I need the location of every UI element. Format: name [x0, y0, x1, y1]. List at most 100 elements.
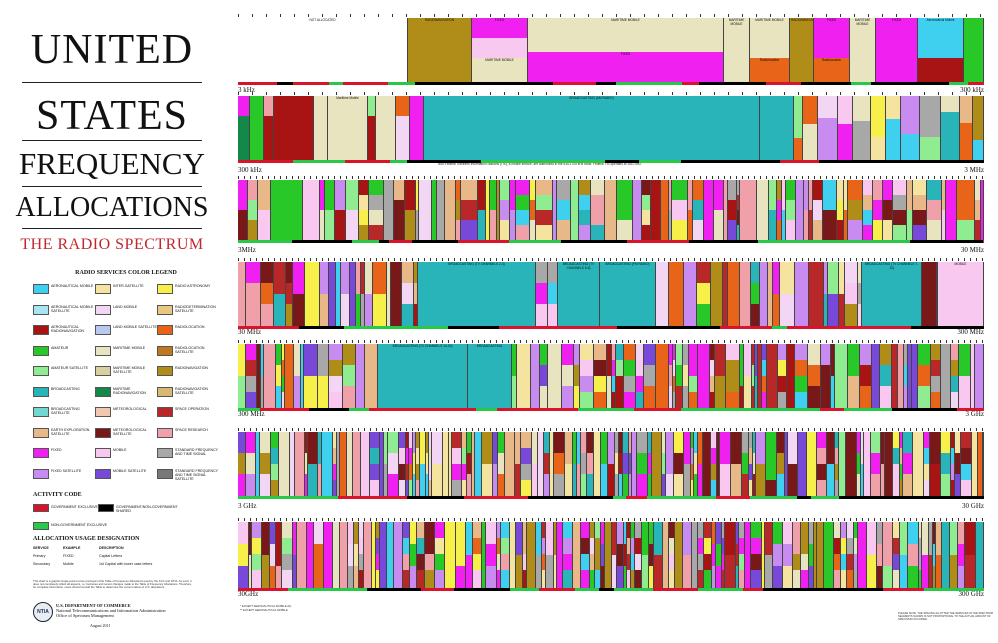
scale-tick: [844, 428, 845, 431]
allocation-block: [656, 344, 669, 408]
allocation-block: [329, 360, 343, 376]
allocation-block: [824, 262, 828, 294]
allocation-block: [688, 180, 693, 210]
allocation-block: [590, 554, 595, 570]
allocation-block: [532, 432, 538, 464]
allocation-block: [624, 522, 627, 544]
scale-tick: [814, 518, 815, 521]
allocation-block: [394, 180, 405, 200]
scale-tick: [700, 518, 701, 521]
allocation-block: [246, 360, 257, 376]
scale-tick: [298, 176, 299, 179]
scale-tick: [442, 176, 443, 179]
scale-tick: [336, 14, 337, 17]
allocation-block: [249, 555, 252, 588]
allocation-block: [356, 344, 365, 408]
allocation-block: [873, 220, 883, 240]
scale-tick: [502, 428, 503, 431]
allocation-block: [510, 522, 516, 588]
allocation-block: [565, 432, 573, 464]
allocation-block: [803, 96, 818, 124]
allocation-block: [737, 180, 740, 195]
scale-tick: [496, 340, 497, 343]
allocation-block: [403, 554, 410, 570]
scale-tick: [334, 258, 335, 261]
scale-tick: [430, 176, 431, 179]
allocation-block: [662, 453, 666, 474]
allocation-block: [823, 210, 837, 240]
scale-tick: [886, 258, 887, 261]
legend-item: MARITIME RADIONAVIGATION: [95, 385, 161, 403]
scale-tick: [556, 340, 557, 343]
allocation-block: [710, 376, 715, 392]
allocation-block: [941, 112, 960, 160]
allocation-block: [631, 538, 635, 554]
allocation-block: [380, 432, 384, 496]
scale-tick: [784, 518, 785, 521]
allocation-block: [370, 480, 380, 496]
allocation-block: [861, 464, 864, 496]
allocation-block: [744, 376, 752, 408]
scale-tick: [616, 518, 617, 521]
allocation-block: [238, 96, 250, 116]
activity-bar: [682, 82, 699, 85]
allocation-block: [845, 262, 858, 283]
allocation-block: [848, 200, 863, 220]
scale-tick: [574, 14, 575, 17]
allocation-block: [978, 432, 983, 496]
allocation-block: [482, 522, 486, 588]
scale-tick: [588, 92, 589, 95]
scale-tick: [556, 176, 557, 179]
scale-tick: [262, 518, 263, 521]
scale-tick: [672, 14, 673, 17]
allocation-block: [601, 464, 608, 496]
allocation-block: [691, 448, 694, 464]
scale-tick: [742, 518, 743, 521]
scale-tick: [772, 340, 773, 343]
scale-tick: [532, 92, 533, 95]
scale-tick: [874, 258, 875, 261]
scale-tick: [556, 428, 557, 431]
scale-tick: [712, 258, 713, 261]
allocation-block: [405, 180, 416, 210]
allocation-block: [841, 570, 847, 588]
allocation-block: [704, 522, 712, 538]
scale-tick: [682, 340, 683, 343]
scale-tick: [412, 428, 413, 431]
activity-bar: [476, 408, 497, 411]
allocation-block: [271, 480, 279, 496]
allocation-block: [955, 432, 961, 453]
scale-tick: [382, 176, 383, 179]
scale-tick: [580, 258, 581, 261]
allocation-block: [821, 365, 831, 386]
allocation-block: [893, 464, 900, 480]
allocation-block: [975, 200, 981, 220]
allocation-block: [399, 480, 406, 496]
scale-tick: [904, 176, 905, 179]
allocation-block: [406, 448, 409, 464]
scale-tick: [364, 340, 365, 343]
allocation-block: [885, 464, 893, 496]
allocation-block: [580, 392, 594, 408]
allocation-block: [333, 480, 337, 496]
scale-tick: [454, 176, 455, 179]
scale-tick: [790, 258, 791, 261]
activity-item: GOVERNMENT EXCLUSIVE: [33, 502, 113, 516]
scale-tick: [350, 92, 351, 95]
activity-bar: [390, 160, 407, 163]
scale-tick: [646, 428, 647, 431]
scale-tick: [532, 14, 533, 17]
band-end-label: 30 GHz: [962, 502, 984, 510]
scale-tick: [742, 428, 743, 431]
allocation-block: [684, 464, 691, 496]
allocation-block: [788, 464, 798, 496]
allocation-block: [498, 453, 505, 474]
allocation-block: [689, 360, 698, 376]
scale-tick: [700, 14, 701, 17]
allocation-block: [698, 344, 710, 408]
allocation-block: [669, 344, 673, 365]
band-start-label: 3 GHz: [238, 502, 257, 510]
activity-bar: [596, 82, 616, 85]
allocation-block: [717, 432, 720, 496]
legend-heading: RADIO SERVICES COLOR LEGEND: [75, 270, 177, 276]
